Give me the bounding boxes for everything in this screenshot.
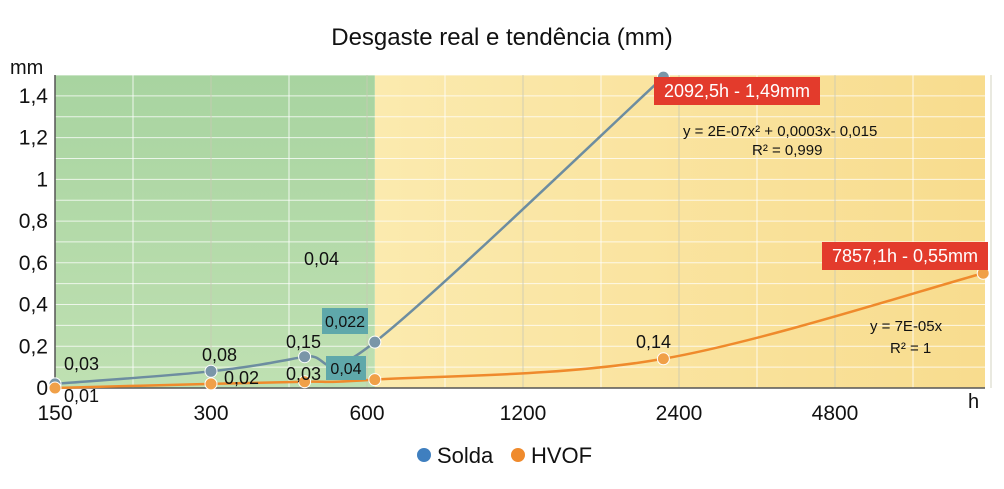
hvof-end-label-box — [822, 242, 988, 270]
solda-end-label-box — [654, 77, 820, 105]
data-point-solda — [298, 350, 312, 364]
x-tick-label: 600 — [349, 402, 384, 425]
legend-marker-hvof — [511, 448, 525, 462]
y-tick-label: 1,2 — [19, 127, 48, 150]
y-tick-label: 1 — [36, 168, 48, 191]
data-point-hvof — [368, 373, 382, 387]
data-label: 0,08 — [202, 345, 237, 365]
yellow-zone — [374, 75, 985, 388]
y-tick-label: 0,8 — [19, 210, 48, 233]
solda-end-label: 2092,5h - 1,49mm — [664, 81, 810, 101]
data-label: 0,03 — [64, 354, 99, 374]
data-label: 0,02 — [224, 368, 259, 388]
y-tick-labels: 0 0,2 0,4 0,6 0,8 1 1,2 1,4 — [19, 85, 49, 400]
data-point-hvof — [48, 381, 62, 395]
data-point-solda — [204, 364, 218, 378]
chart-title: Desgaste real e tendência (mm) — [331, 24, 672, 51]
hvof-end-label: 7857,1h - 0,55mm — [832, 246, 978, 266]
data-label: 0,14 — [636, 332, 671, 352]
data-labels: 0,03 0,01 0,08 0,02 0,15 0,03 0,022 0,04… — [64, 249, 671, 406]
x-tick-label: 150 — [37, 402, 72, 425]
data-label: 0,15 — [286, 332, 321, 352]
legend-label-hvof: HVOF — [531, 443, 592, 468]
legend-marker-solda — [417, 448, 431, 462]
data-label: 0,03 — [286, 364, 321, 384]
x-axis-unit: h — [968, 391, 979, 413]
data-label: 0,01 — [64, 386, 99, 406]
y-tick-label: 0,6 — [19, 252, 48, 275]
x-tick-label: 1200 — [500, 402, 547, 425]
y-tick-label: 1,4 — [19, 85, 49, 108]
data-point-hvof — [204, 377, 218, 391]
hvof-equation: y = 7E-05x — [870, 318, 943, 335]
data-label-box — [322, 308, 368, 334]
data-point-solda — [368, 335, 382, 349]
grid — [55, 74, 992, 388]
data-label: 0,022 — [325, 314, 365, 331]
x-tick-label: 300 — [193, 402, 228, 425]
legend-label-solda: Solda — [437, 443, 494, 468]
y-axis-unit: mm — [10, 57, 43, 79]
y-tick-label: 0,4 — [19, 294, 49, 317]
x-tick-labels: 150 300 600 1200 2400 4800 — [37, 402, 858, 425]
data-label: 0,04 — [330, 361, 361, 378]
data-point-hvof — [298, 375, 312, 389]
series-line-solda — [54, 76, 665, 386]
data-label-box — [326, 356, 366, 380]
y-tick-label: 0,2 — [19, 335, 48, 358]
y-tick-label: 0 — [36, 377, 48, 400]
data-label: 0,04 — [304, 249, 339, 269]
x-tick-label: 4800 — [812, 402, 859, 425]
x-tick-label: 2400 — [656, 402, 703, 425]
solda-equation: y = 2E-07x² + 0,0003x- 0,015 — [683, 123, 877, 140]
solda-r2: R² = 0,999 — [752, 142, 822, 159]
legend: Solda HVOF — [417, 443, 592, 468]
hvof-r2: R² = 1 — [890, 340, 931, 357]
data-point-hvof — [656, 352, 670, 366]
green-zone — [55, 75, 375, 388]
